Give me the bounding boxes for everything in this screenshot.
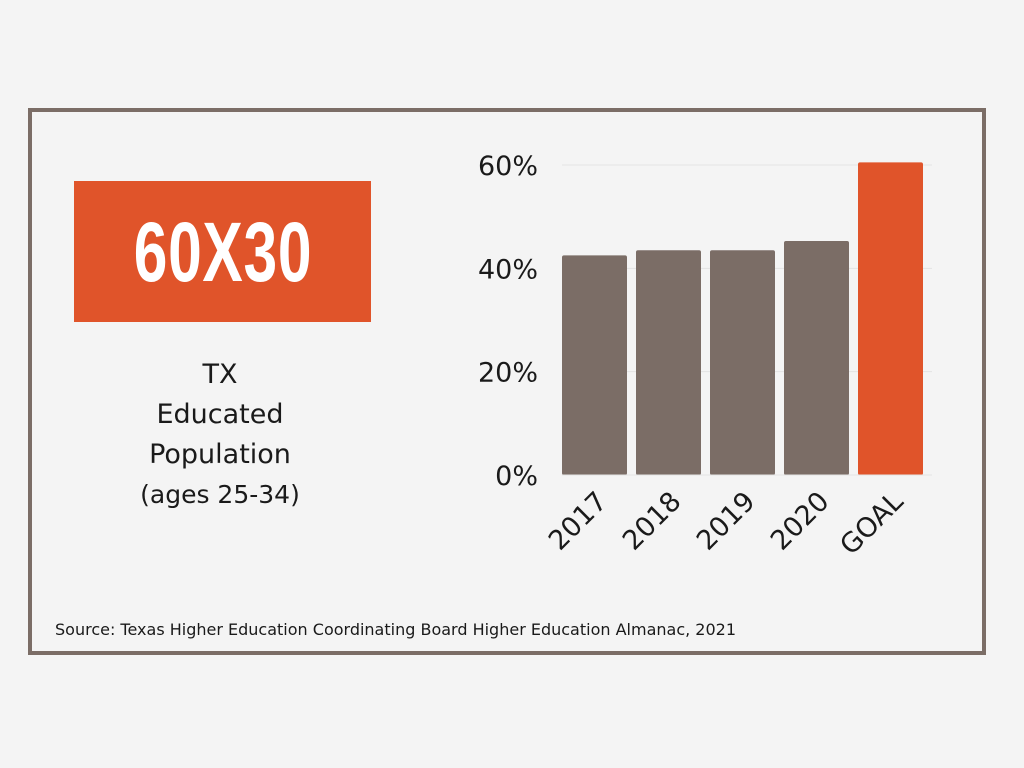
description-line-educated: Educated: [156, 399, 284, 430]
population-description: TX Educated Population (ages 25-34): [100, 355, 340, 515]
x-tick-label: 2018: [617, 486, 688, 557]
bar-2018: [636, 250, 701, 475]
goal-badge: 60X30: [74, 181, 371, 322]
bar-2019: [710, 250, 775, 475]
y-tick-label: 40%: [478, 254, 538, 285]
x-tick-label: 2020: [765, 486, 836, 557]
goal-badge-label: 60X30: [133, 204, 312, 299]
x-tick-label: GOAL: [834, 486, 909, 561]
y-tick-label: 60%: [478, 151, 538, 182]
description-line-ages: (ages 25-34): [140, 480, 300, 509]
x-tick-label: 2019: [691, 486, 762, 557]
source-citation: Source: Texas Higher Education Coordinat…: [55, 620, 737, 639]
bar-goal: [858, 162, 923, 475]
description-line-state: TX: [202, 359, 238, 390]
bar-2020: [784, 240, 849, 475]
bar-2017: [562, 255, 627, 475]
description-line-population: Population: [149, 439, 291, 470]
x-tick-label: 2017: [543, 486, 614, 557]
y-tick-label: 20%: [478, 358, 538, 389]
y-tick-label: 0%: [495, 461, 538, 492]
